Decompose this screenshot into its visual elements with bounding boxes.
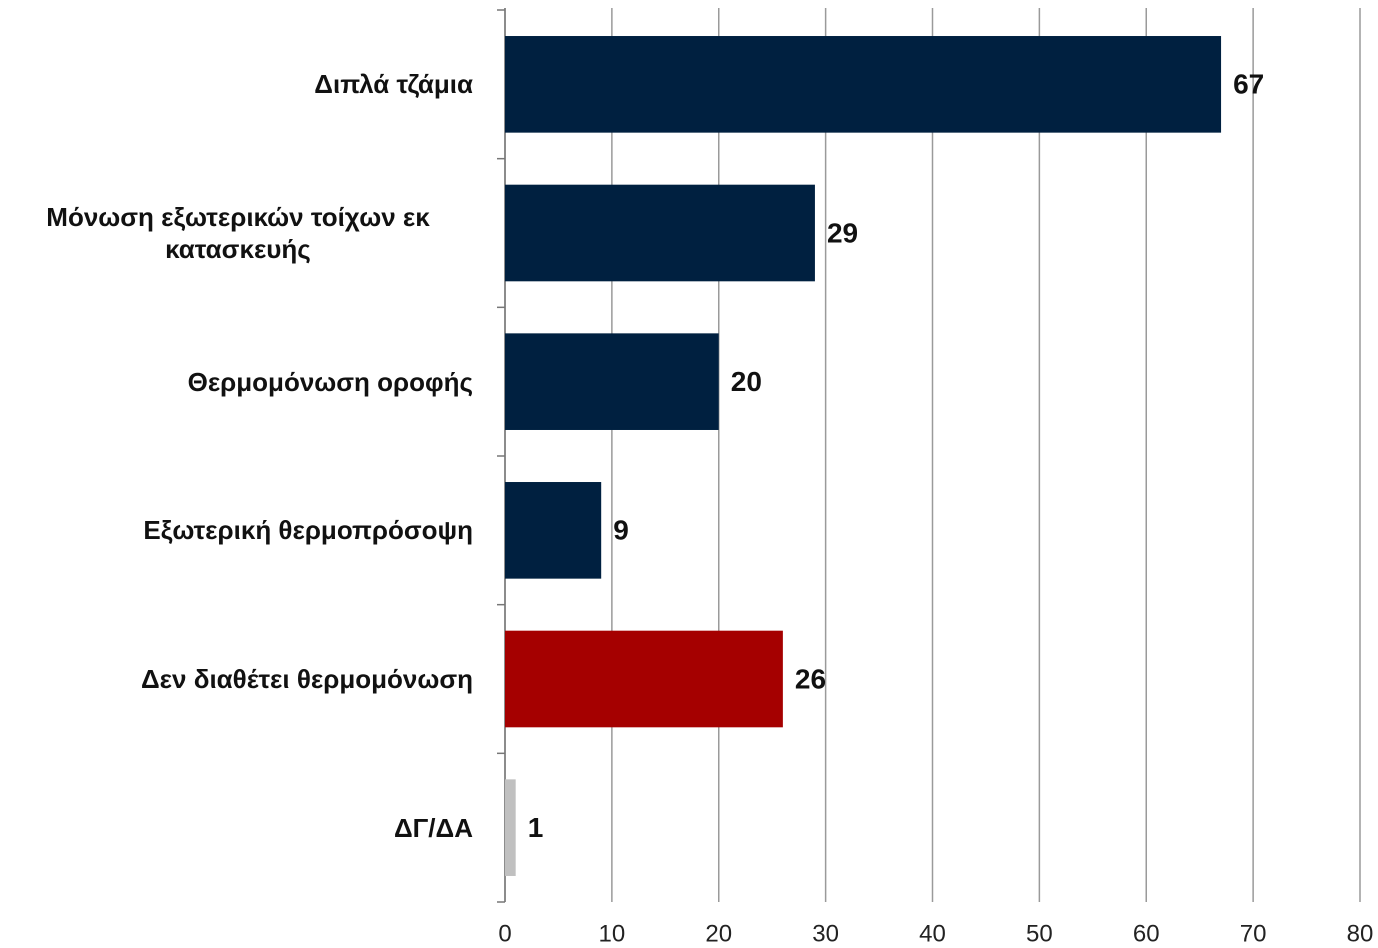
x-tick-label: 50 <box>1026 920 1053 947</box>
x-tick-label: 10 <box>599 920 626 947</box>
category-label: Διπλά τζάμια <box>314 69 473 100</box>
value-label: 29 <box>827 217 858 248</box>
x-tick-label: 0 <box>498 920 511 947</box>
category-label: Εξωτερική θερμοπρόσοψη <box>143 515 473 546</box>
x-tick-label: 80 <box>1347 920 1374 947</box>
bar <box>505 779 516 876</box>
bar <box>505 184 815 282</box>
x-tick-label: 30 <box>812 920 839 947</box>
category-label: Θερμομόνωση οροφής <box>187 366 473 397</box>
x-tick-label: 40 <box>919 920 946 947</box>
bar <box>505 36 1222 133</box>
x-tick-label: 60 <box>1133 920 1160 947</box>
category-label: ΔΓ/ΔΑ <box>393 812 473 843</box>
bar <box>505 333 719 430</box>
category-label: Μόνωση εξωτερικών τοίχων εκ κατασκευής <box>46 202 430 264</box>
value-label: 9 <box>613 515 629 546</box>
value-label: 20 <box>731 366 762 397</box>
bar <box>505 482 602 579</box>
bar <box>505 630 783 728</box>
value-label: 67 <box>1233 69 1264 100</box>
category-label: Δεν διαθέτει θερμομόνωση <box>140 664 473 694</box>
x-tick-label: 20 <box>705 920 732 947</box>
value-label: 1 <box>528 812 544 843</box>
x-tick-label: 70 <box>1240 920 1267 947</box>
value-label: 26 <box>795 663 826 694</box>
